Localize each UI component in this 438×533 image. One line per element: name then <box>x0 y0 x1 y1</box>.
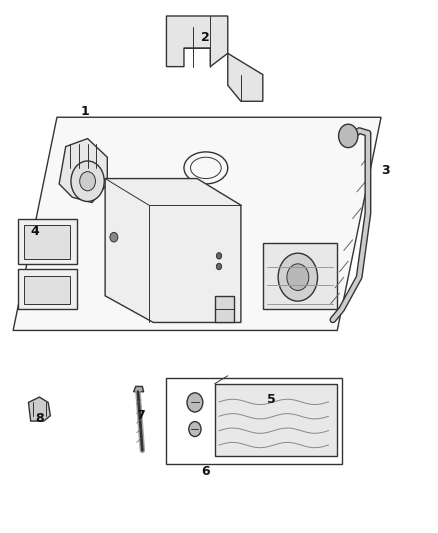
Circle shape <box>287 264 309 290</box>
Text: 4: 4 <box>31 225 39 238</box>
Polygon shape <box>24 225 70 259</box>
Polygon shape <box>166 16 228 67</box>
Text: 1: 1 <box>81 106 90 118</box>
Circle shape <box>71 161 104 201</box>
Polygon shape <box>215 296 234 322</box>
Circle shape <box>187 393 203 412</box>
Circle shape <box>137 188 144 196</box>
Text: 2: 2 <box>201 31 210 44</box>
Text: 5: 5 <box>267 393 276 406</box>
Text: 7: 7 <box>136 409 145 422</box>
Circle shape <box>339 124 358 148</box>
Text: 6: 6 <box>201 465 210 478</box>
Polygon shape <box>18 219 77 264</box>
Polygon shape <box>24 276 70 304</box>
Polygon shape <box>59 139 107 203</box>
Polygon shape <box>228 53 263 101</box>
Text: 8: 8 <box>35 412 44 425</box>
Circle shape <box>80 172 95 191</box>
Polygon shape <box>28 397 50 421</box>
Circle shape <box>189 422 201 437</box>
Circle shape <box>115 198 122 207</box>
Polygon shape <box>105 179 241 322</box>
Polygon shape <box>134 386 144 392</box>
Circle shape <box>216 263 222 270</box>
Polygon shape <box>215 384 337 456</box>
Polygon shape <box>263 243 337 309</box>
Polygon shape <box>13 117 381 330</box>
Circle shape <box>278 253 318 301</box>
Text: 3: 3 <box>381 164 390 177</box>
Circle shape <box>128 180 135 188</box>
Circle shape <box>110 232 118 242</box>
Polygon shape <box>18 269 77 309</box>
Circle shape <box>216 253 222 259</box>
